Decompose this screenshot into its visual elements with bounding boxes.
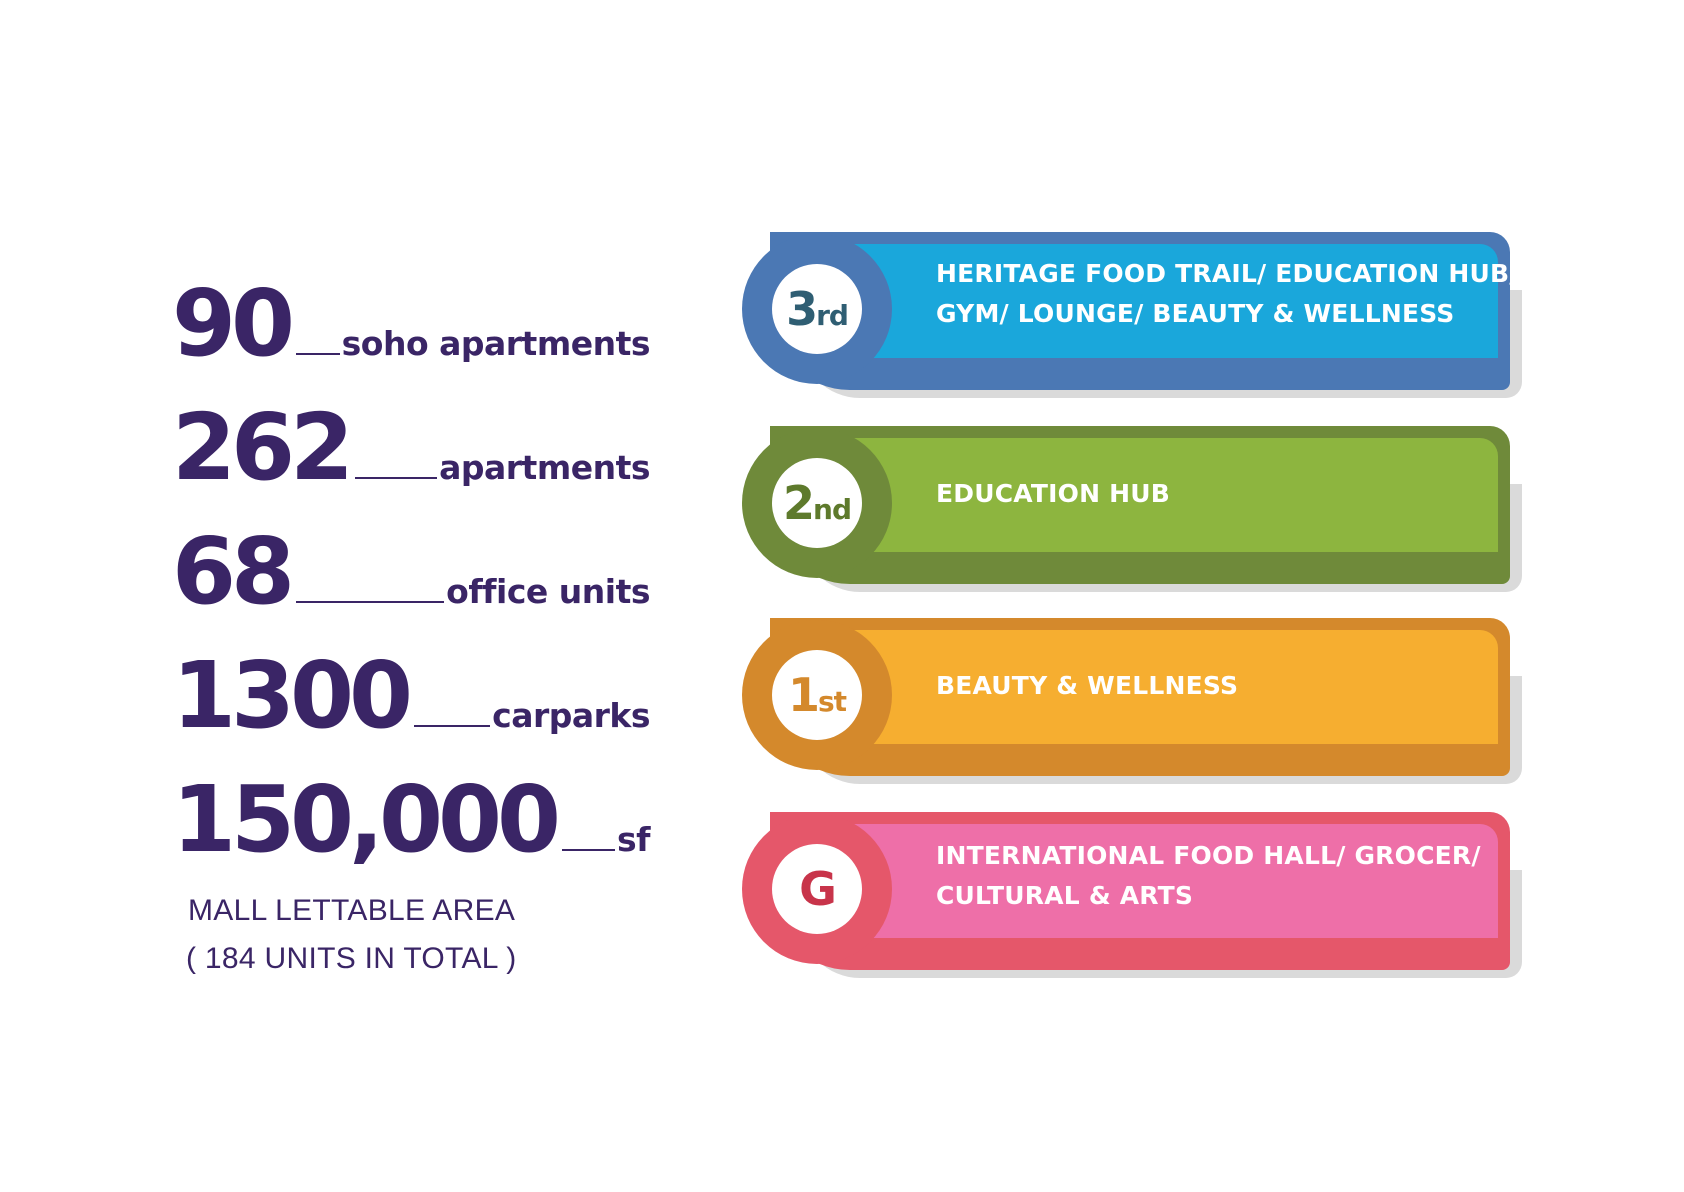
stat-soho-apartments: 90 soho apartments xyxy=(172,270,651,377)
floor-suffix: nd xyxy=(813,493,852,526)
floor-line: CULTURAL & ARTS xyxy=(936,881,1194,910)
stat-number: 1300 xyxy=(172,642,413,749)
stat-label: apartments xyxy=(439,448,650,487)
floor-line: BEAUTY & WELLNESS xyxy=(936,671,1239,700)
floor-description: INTERNATIONAL FOOD HALL/ GROCER/ CULTURA… xyxy=(936,836,1496,916)
stat-apartments: 262 apartments xyxy=(172,402,650,494)
floor-number: 3 xyxy=(786,282,818,336)
floor-line: INTERNATIONAL FOOD HALL/ GROCER/ xyxy=(936,841,1481,870)
stat-number: 90 xyxy=(172,270,295,377)
floor-suffix: st xyxy=(817,685,847,718)
stat-carparks: 1300 carparks xyxy=(172,650,650,742)
floor-line: HERITAGE FOOD TRAIL/ EDUCATION HUB/ xyxy=(936,259,1519,288)
stat-number: 150,000 xyxy=(172,766,561,873)
mall-area-note: MALL LETTABLE AREA xyxy=(188,894,516,927)
stat-office-units: 68 office units xyxy=(172,526,650,618)
stat-mall-area: 150,000 sf xyxy=(172,766,651,873)
floor-description: BEAUTY & WELLNESS xyxy=(936,666,1496,706)
floor-number: 2 xyxy=(783,476,815,530)
stat-leader-line xyxy=(414,724,491,727)
floor-line: GYM/ LOUNGE/ BEAUTY & WELLNESS xyxy=(936,299,1455,328)
stat-number: 262 xyxy=(172,394,354,501)
banner-face xyxy=(830,244,1498,358)
floor-number: 1 xyxy=(787,668,820,722)
stat-label: sf xyxy=(617,820,651,859)
stat-leader-line xyxy=(562,848,615,851)
stat-leader-line xyxy=(296,352,340,355)
units-total-note: ( 184 UNITS IN TOTAL ) xyxy=(186,942,517,975)
floor-ground-banner: G INTERNATIONAL FOOD HALL/ GROCER/ CULTU… xyxy=(740,812,1530,988)
floor-number: G xyxy=(799,862,837,916)
banner-face xyxy=(830,630,1498,744)
stat-number: 68 xyxy=(172,518,295,625)
banner-face xyxy=(830,438,1498,552)
floor-suffix: rd xyxy=(816,299,849,332)
stat-label: office units xyxy=(446,572,650,611)
stat-label: soho apartments xyxy=(341,324,651,363)
floor-badge-ground: G xyxy=(772,844,862,934)
floor-line: EDUCATION HUB xyxy=(936,479,1170,508)
development-stats: 90 soho apartments 262 apartments 68 off… xyxy=(0,0,700,1192)
floor-description: HERITAGE FOOD TRAIL/ EDUCATION HUB/ GYM/… xyxy=(936,254,1519,334)
stat-leader-line xyxy=(296,600,445,603)
floor-description: EDUCATION HUB xyxy=(936,474,1496,514)
banner-face xyxy=(830,824,1498,938)
stat-leader-line xyxy=(355,476,438,479)
stat-label: carparks xyxy=(492,696,650,735)
